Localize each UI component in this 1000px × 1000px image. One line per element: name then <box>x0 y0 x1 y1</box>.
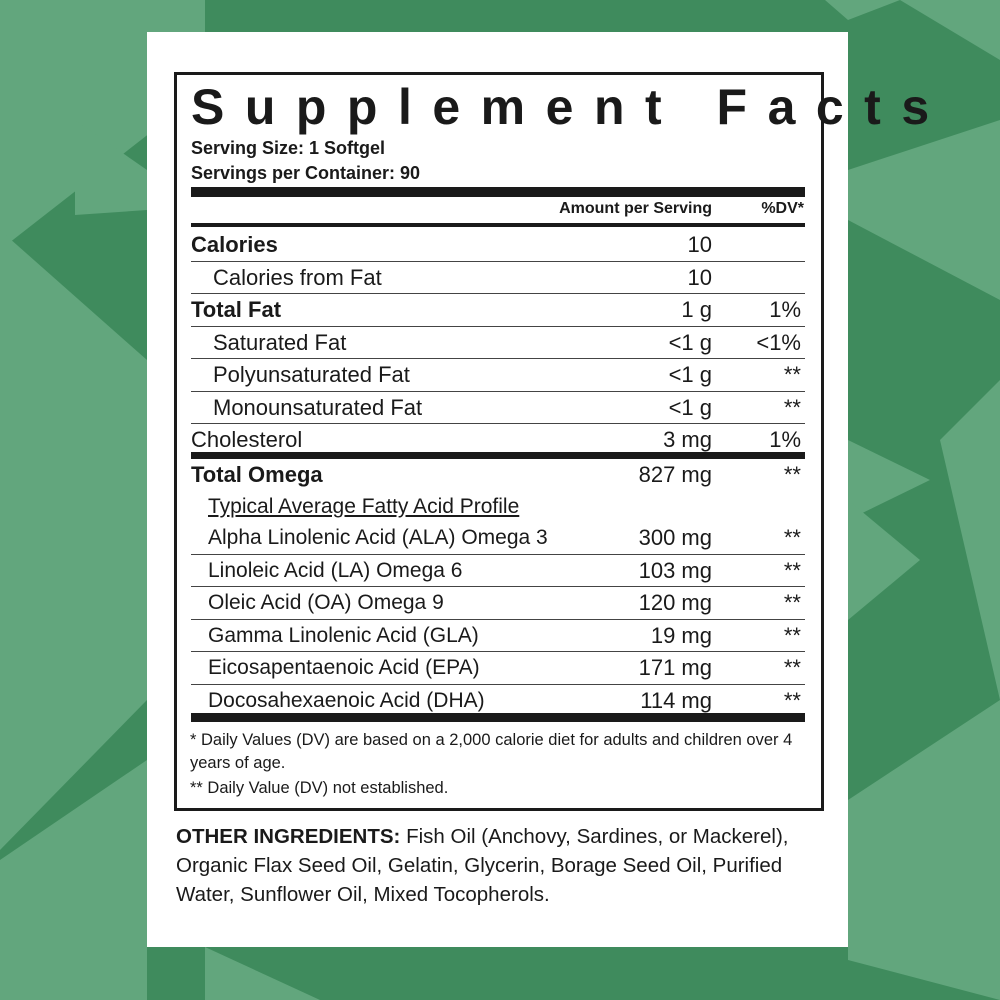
nutrient-dv: 1% <box>769 297 801 322</box>
divider-thick <box>191 713 805 722</box>
nutrient-row: Cholesterol 3 mg 1% <box>191 424 805 456</box>
acid-amount: 120 mg <box>638 590 712 615</box>
nutrient-amount: 10 <box>687 264 712 290</box>
profile-label: Typical Average Fatty Acid Profile <box>208 494 520 518</box>
omega-amount: 827 mg <box>638 462 712 487</box>
nutrient-row: Calories 10 <box>191 229 805 262</box>
nutrient-row: Calories from Fat 10 <box>191 262 805 294</box>
acid-amount: 114 mg <box>640 687 712 713</box>
omega-name: Total Omega <box>191 462 323 487</box>
acid-dv: ** <box>783 525 801 550</box>
fatty-acid-row: Alpha Linolenic Acid (ALA) Omega 3 300 mg… <box>191 522 805 555</box>
nutrient-dv: <1% <box>756 329 801 355</box>
acid-dv: ** <box>783 557 801 583</box>
label-panel <box>147 32 848 947</box>
nutrient-row: Saturated Fat <1 g <1% <box>191 327 805 359</box>
nutrient-name: Polyunsaturated Fat <box>213 362 410 387</box>
fatty-acid-row: Oleic Acid (OA) Omega 9 120 mg ** <box>191 587 805 620</box>
acid-name: Docosahexaenoic Acid (DHA) <box>208 688 485 712</box>
nutrient-table: Calories 10 Calories from Fat 10 Total Fat… <box>191 229 805 456</box>
acid-dv: ** <box>783 655 801 680</box>
other-ingredients: OTHER INGREDIENTS: Fish Oil (Anchovy, Sa… <box>176 822 836 909</box>
nutrient-dv: 1% <box>769 427 801 452</box>
nutrient-name: Total Fat <box>191 297 282 322</box>
supplement-facts-box <box>174 72 824 811</box>
footnote-dv-basis: * Daily Values (DV) are based on a 2,000… <box>190 731 793 772</box>
footnote-not-established: ** Daily Value (DV) not established. <box>190 779 449 797</box>
nutrient-amount: 10 <box>687 232 712 257</box>
omega-total-row: Total Omega 827 mg ** <box>191 459 805 491</box>
acid-name: Eicosapentaenoic Acid (EPA) <box>208 656 480 679</box>
divider-thick <box>191 187 805 197</box>
fatty-acid-row: Docosahexaenoic Acid (DHA) 114 mg ** <box>191 685 805 717</box>
nutrient-dv: ** <box>783 362 801 387</box>
acid-name: Linoleic Acid (LA) Omega 6 <box>208 558 463 582</box>
acid-name: Gamma Linolenic Acid (GLA) <box>208 623 479 647</box>
acid-amount: 300 mg <box>638 525 712 550</box>
nutrient-name: Calories <box>191 232 278 257</box>
servings-per-container: Servings per Container: 90 <box>191 163 421 183</box>
omega-table: Total Omega 827 mg ** Typical Average Fatt… <box>191 459 805 716</box>
nutrient-name: Cholesterol <box>191 427 303 452</box>
nutrient-amount: 1 g <box>681 297 712 322</box>
fatty-acid-row: Linoleic Acid (LA) Omega 6 103 mg ** <box>191 555 805 587</box>
nutrient-name: Calories from Fat <box>213 264 382 290</box>
nutrient-row: Monounsaturated Fat <1 g ** <box>191 392 805 424</box>
profile-label-row: Typical Average Fatty Acid Profile <box>191 491 805 523</box>
nutrient-amount: <1 g <box>668 394 712 420</box>
acid-name: Oleic Acid (OA) Omega 9 <box>208 591 444 614</box>
nutrient-row: Polyunsaturated Fat <1 g ** <box>191 359 805 392</box>
amount-header: Amount per Serving <box>559 200 712 217</box>
nutrient-amount: <1 g <box>668 329 712 355</box>
omega-dv: ** <box>783 462 801 487</box>
nutrient-amount: <1 g <box>668 362 712 387</box>
other-ingredients-label: OTHER INGREDIENTS: <box>176 825 401 848</box>
nutrient-amount: 3 mg <box>663 427 712 452</box>
divider-thick <box>191 452 805 459</box>
divider-medium <box>191 223 805 227</box>
acid-amount: 19 mg <box>650 622 712 648</box>
nutrient-row: Total Fat 1 g 1% <box>191 294 805 327</box>
acid-amount: 171 mg <box>638 655 712 680</box>
acid-dv: ** <box>783 590 801 615</box>
fatty-acid-row: Eicosapentaenoic Acid (EPA) 171 mg ** <box>191 652 805 685</box>
dv-header: %DV* <box>761 200 804 217</box>
acid-name: Alpha Linolenic Acid (ALA) Omega 3 <box>208 526 548 549</box>
other-ingredients-text: Fish Oil (Anchovy, Sardines, or Mackerel… <box>176 825 789 906</box>
label-title: Supplement Facts <box>191 79 950 135</box>
acid-amount: 103 mg <box>638 557 712 583</box>
nutrient-dv: ** <box>783 394 801 420</box>
nutrient-name: Monounsaturated Fat <box>213 394 423 420</box>
acid-dv: ** <box>783 622 801 648</box>
fatty-acid-row: Gamma Linolenic Acid (GLA) 19 mg ** <box>191 620 805 652</box>
nutrient-name: Saturated Fat <box>213 329 347 355</box>
serving-size: Serving Size: 1 Softgel <box>191 138 386 158</box>
acid-dv: ** <box>783 687 801 713</box>
